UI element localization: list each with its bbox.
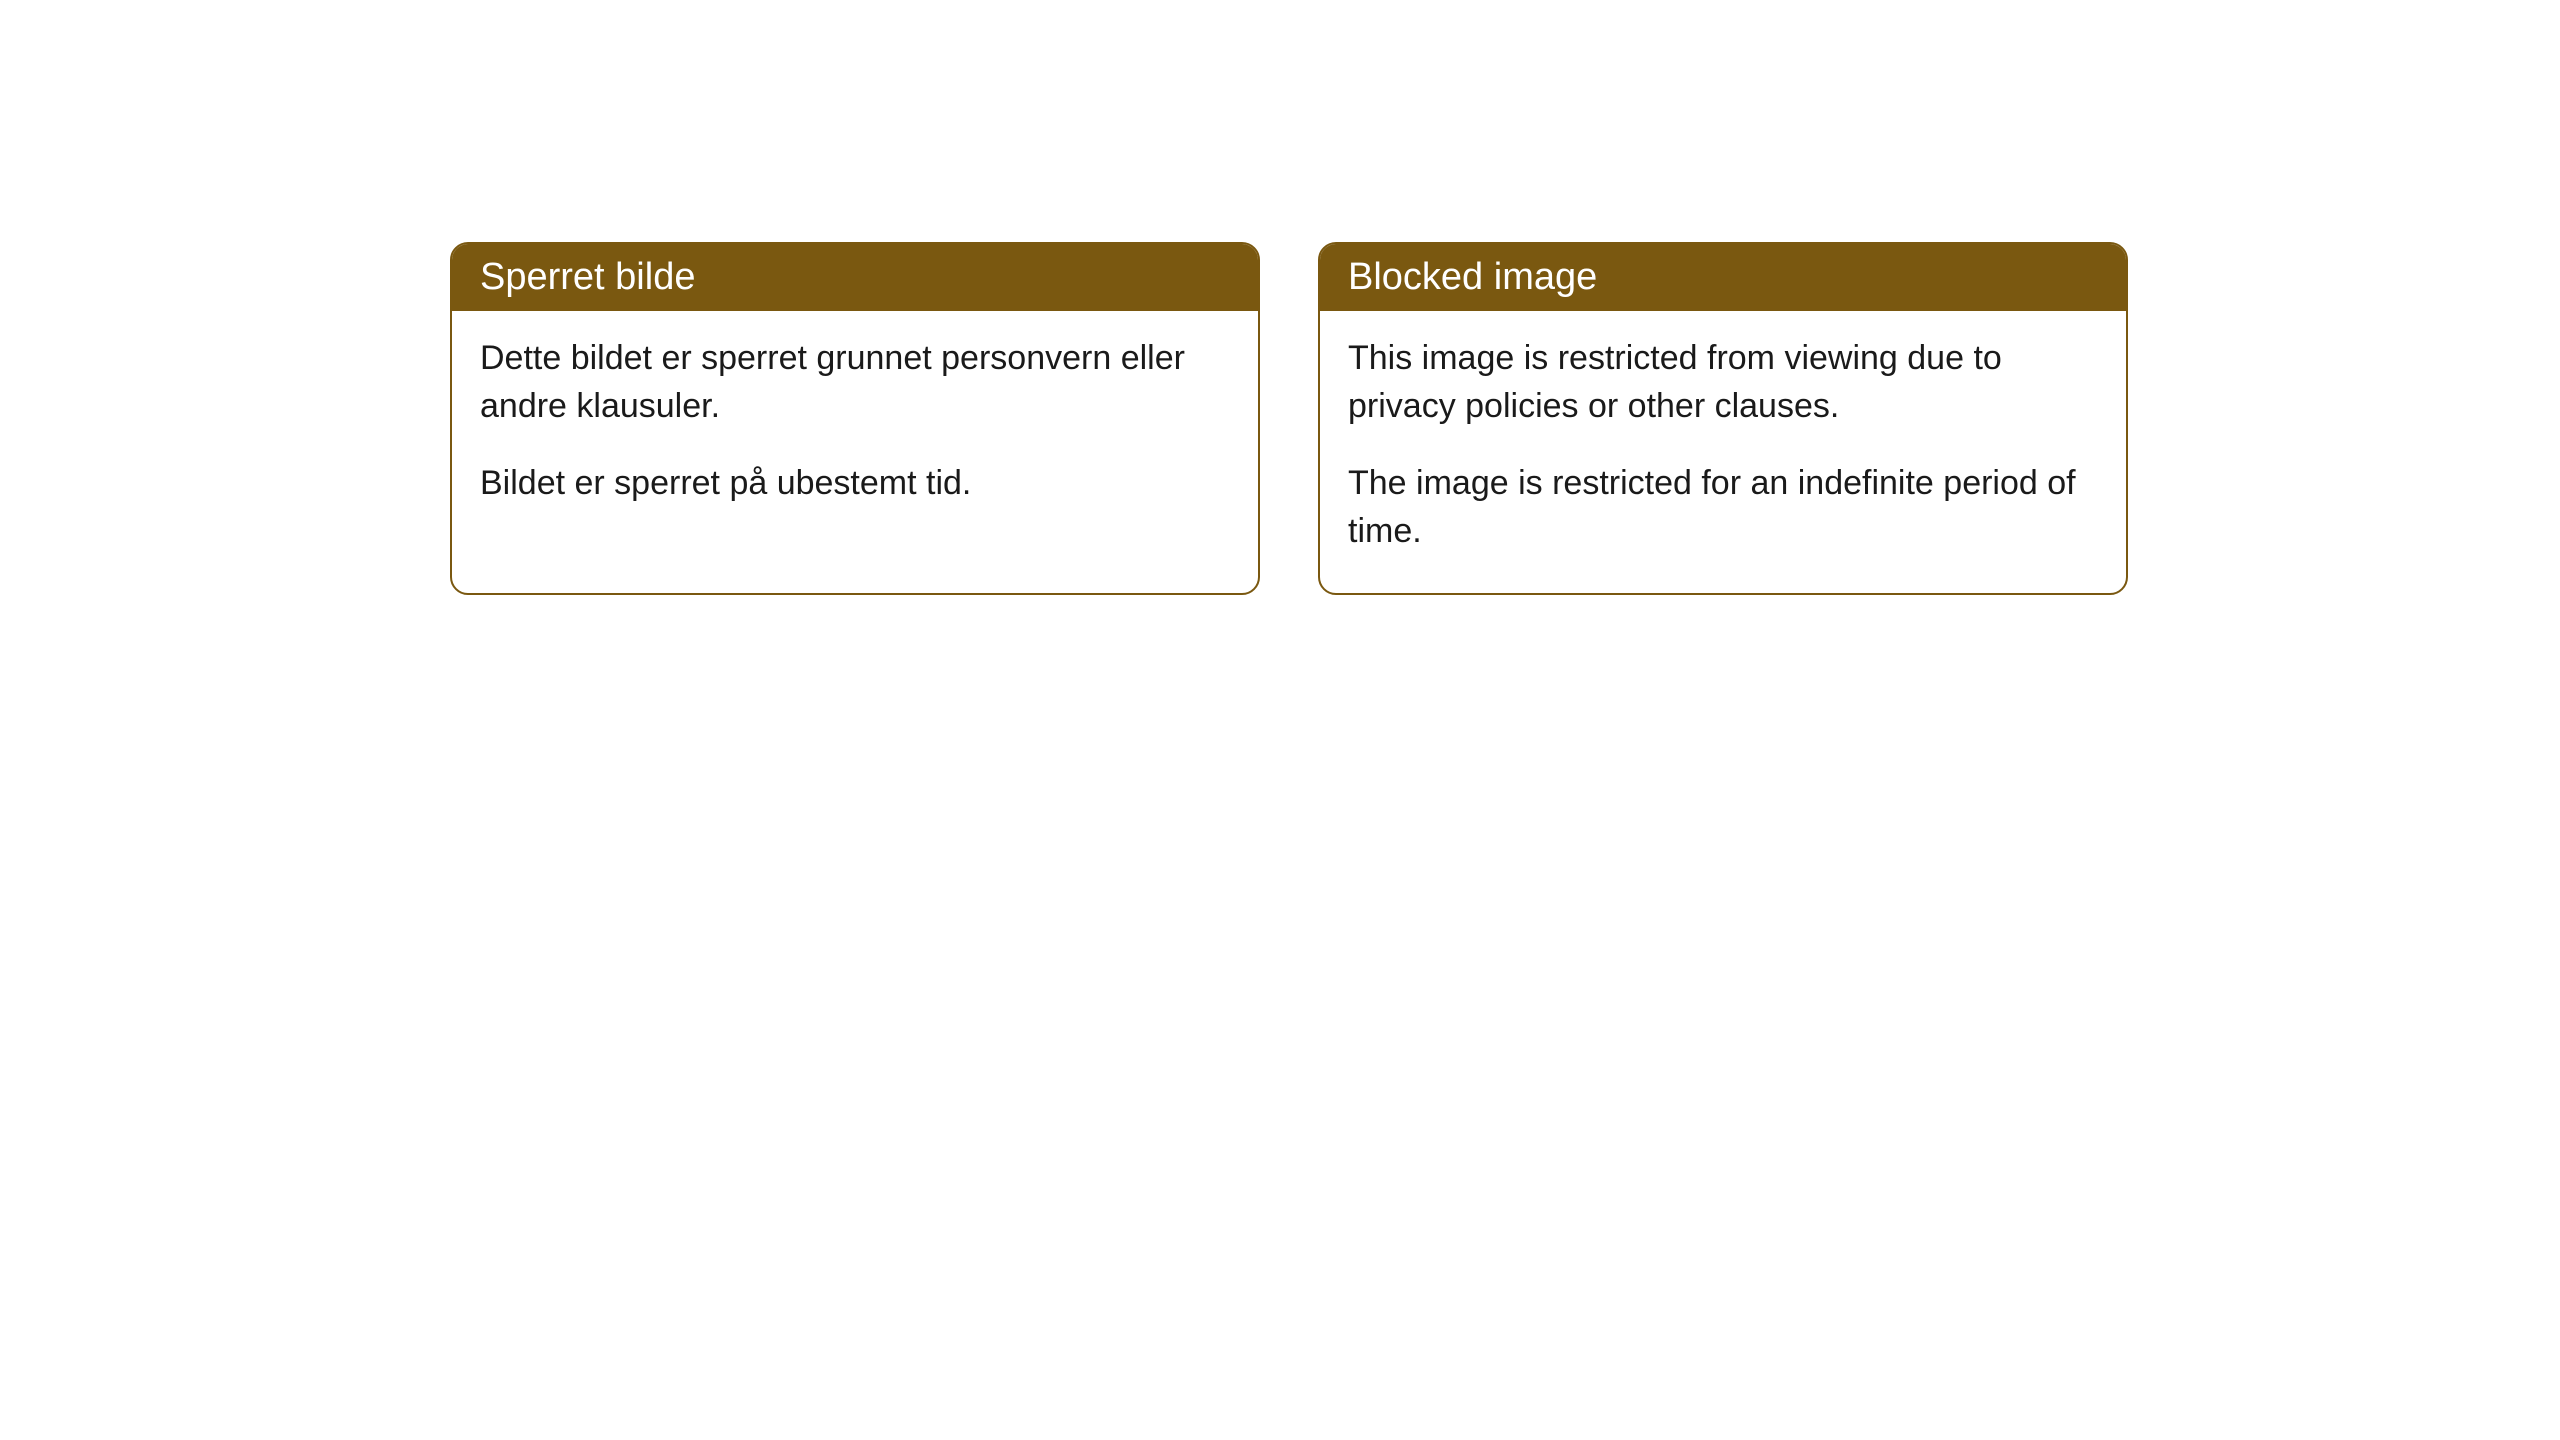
notice-container: Sperret bilde Dette bildet er sperret gr… [0, 0, 2560, 595]
card-header-english: Blocked image [1320, 244, 2126, 311]
card-header-norwegian: Sperret bilde [452, 244, 1258, 311]
card-text-norwegian-1: Dette bildet er sperret grunnet personve… [480, 335, 1230, 430]
card-text-english-2: The image is restricted for an indefinit… [1348, 460, 2098, 555]
card-body-norwegian: Dette bildet er sperret grunnet personve… [452, 311, 1258, 546]
notice-card-english: Blocked image This image is restricted f… [1318, 242, 2128, 595]
card-text-english-1: This image is restricted from viewing du… [1348, 335, 2098, 430]
card-body-english: This image is restricted from viewing du… [1320, 311, 2126, 593]
notice-card-norwegian: Sperret bilde Dette bildet er sperret gr… [450, 242, 1260, 595]
card-text-norwegian-2: Bildet er sperret på ubestemt tid. [480, 460, 1230, 508]
